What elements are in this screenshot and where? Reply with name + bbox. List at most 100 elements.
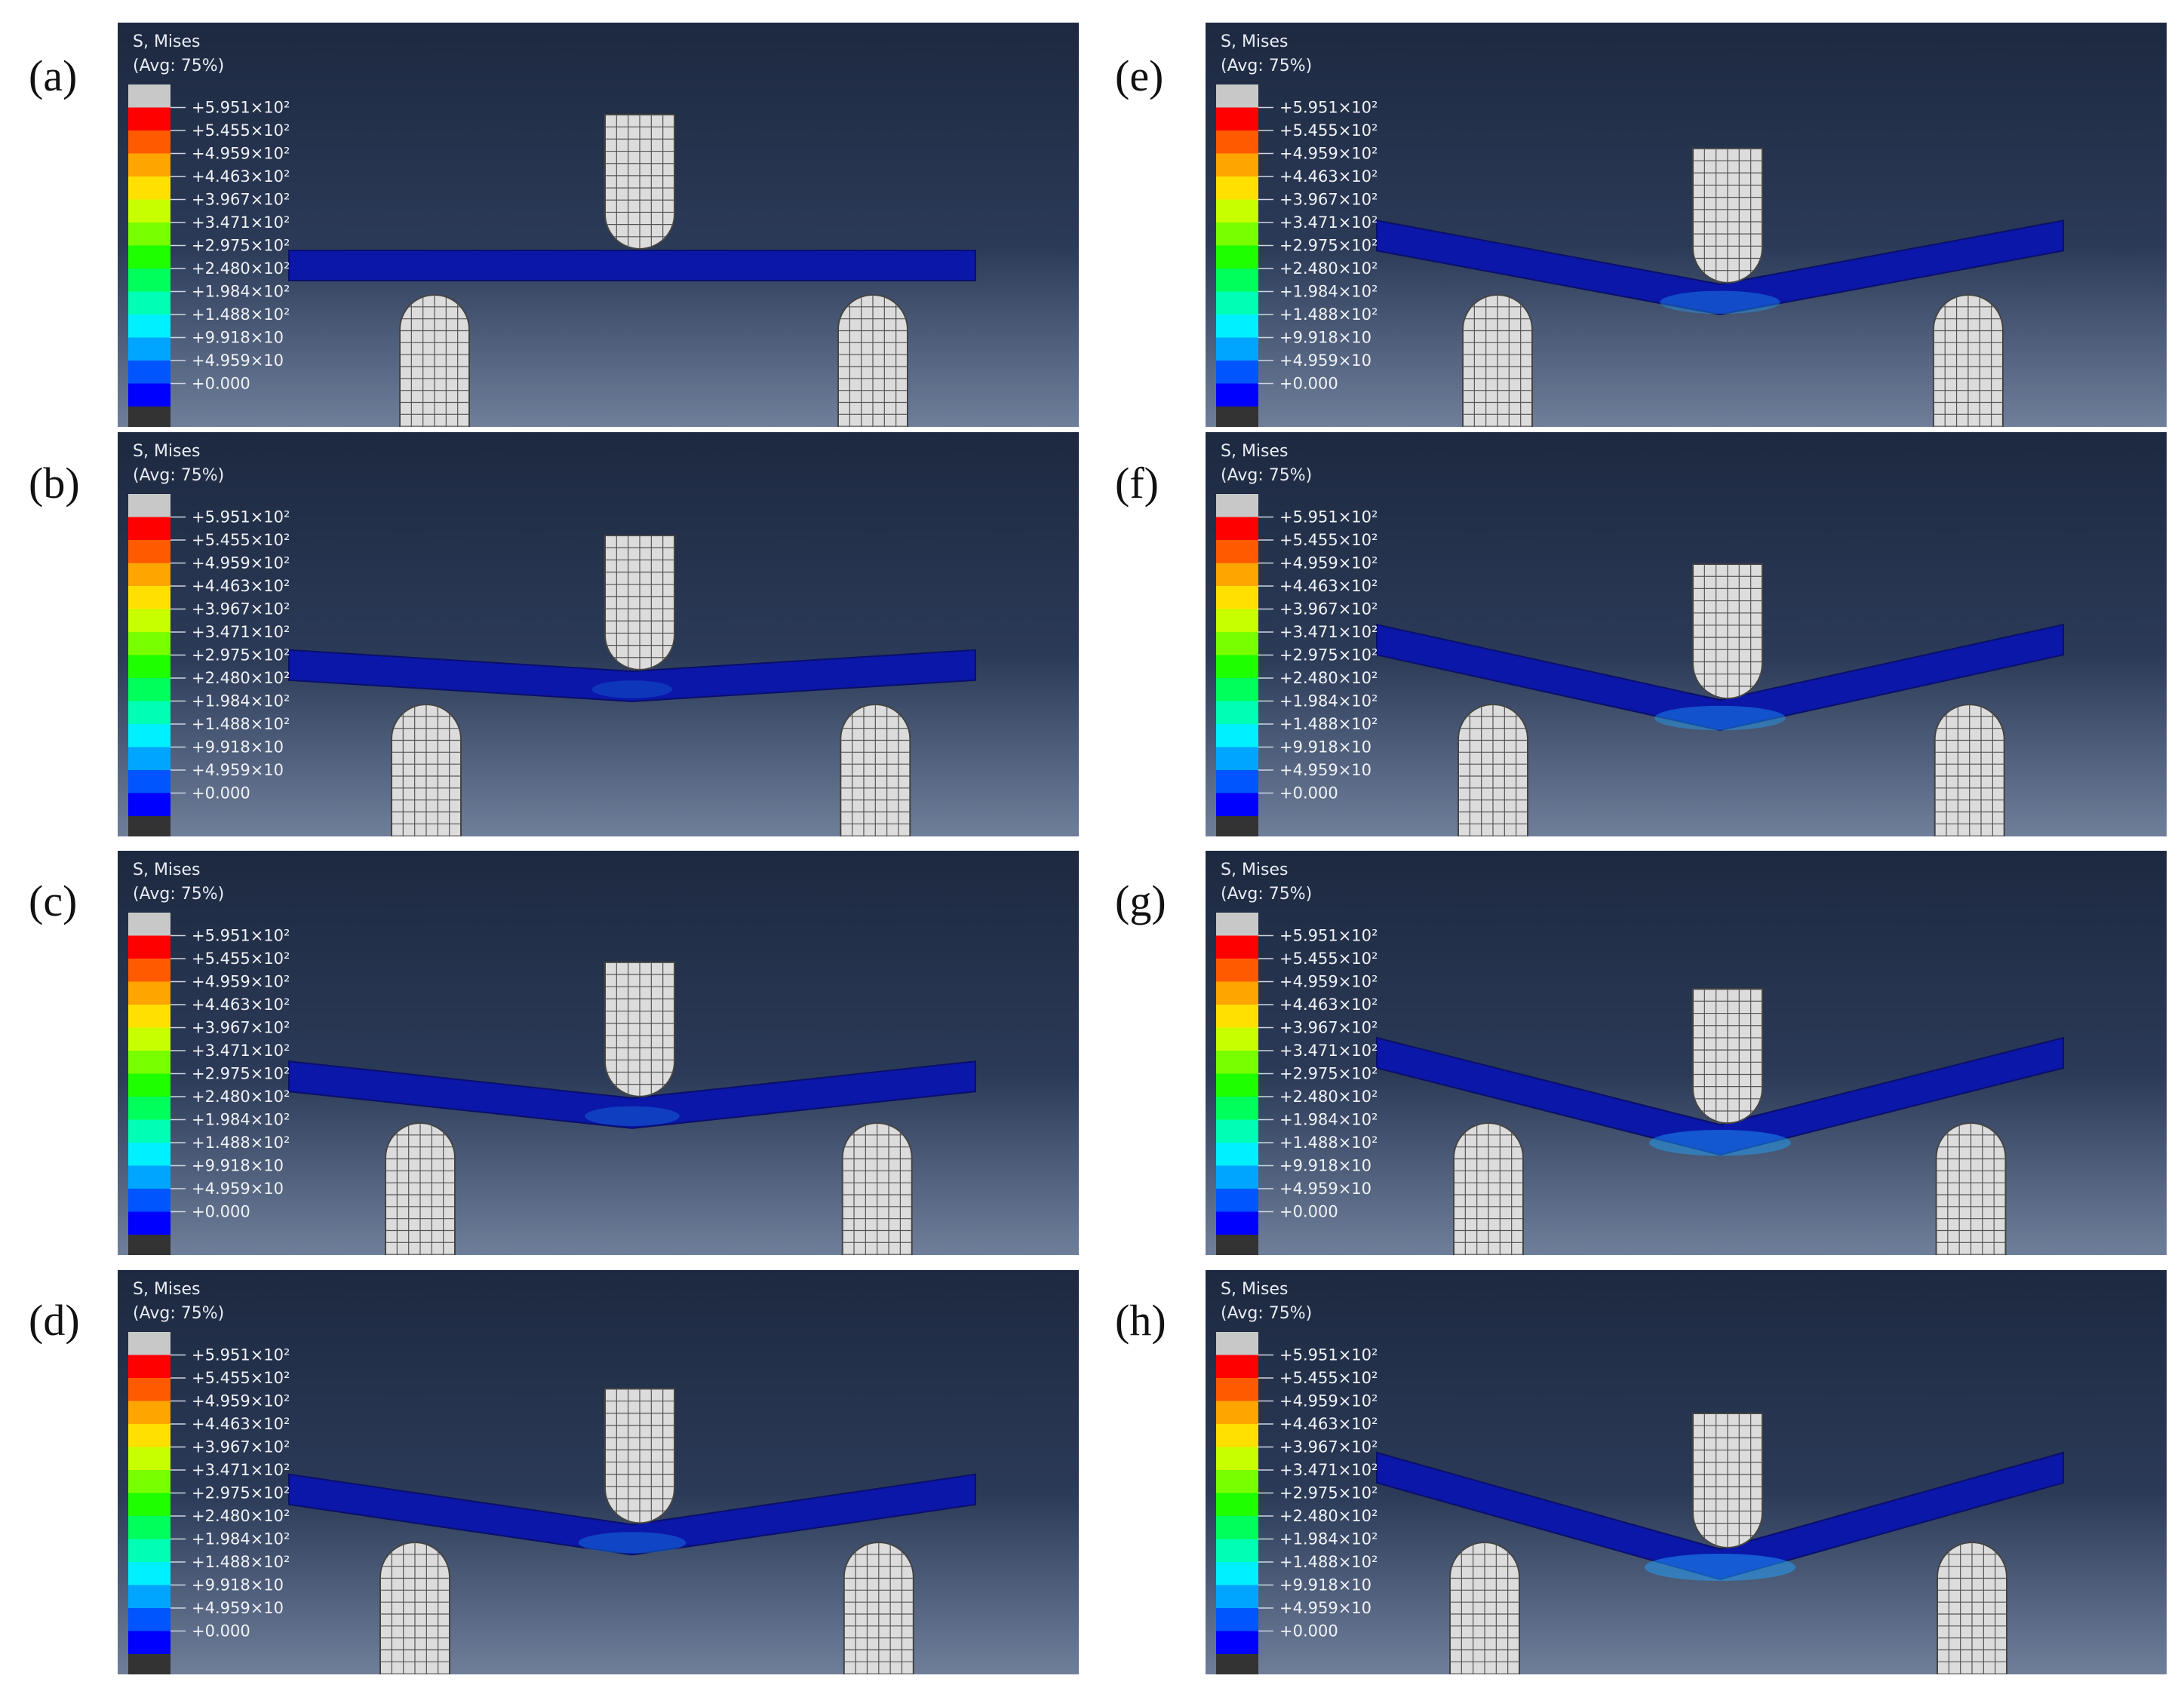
legend-label: +2.975×10² <box>192 646 290 664</box>
fea-viewport-e: +5.951×10² +5.455×10² +4.959×10² +4.463×10²… <box>1206 23 2167 427</box>
panel-letter-h: (h) <box>1115 1296 1166 1345</box>
legend-label: +4.959×10 <box>192 351 284 370</box>
panel-letter-f: (f) <box>1115 459 1159 508</box>
upper-punch <box>1692 988 1763 1125</box>
legend-swatch <box>128 517 170 540</box>
legend-swatch <box>128 655 170 678</box>
legend-title-line2: (Avg: 75%) <box>133 885 225 904</box>
beam-specimen <box>1376 1036 2064 1156</box>
legend-label: +4.959×10² <box>1279 973 1378 991</box>
legend-swatch <box>128 724 170 747</box>
viewport-background <box>118 23 1079 427</box>
legend-swatch <box>128 361 170 384</box>
legend-swatch <box>128 1654 170 1674</box>
legend-swatch <box>128 1119 170 1143</box>
legend-title-line1: S, Mises <box>1221 1280 1289 1299</box>
stress-concentration <box>1645 1554 1795 1581</box>
legend-swatch <box>1216 747 1258 770</box>
legend-label: +4.959×10 <box>192 1180 284 1198</box>
legend-label: +5.455×10² <box>192 121 290 140</box>
stress-legend: +5.951×10² +5.455×10² +4.959×10² +4.463×10²… <box>1216 913 1378 1255</box>
legend-swatch <box>128 153 170 176</box>
legend-swatch <box>1216 1470 1258 1493</box>
legend-label: +4.959×10 <box>1279 761 1372 779</box>
legend-label: +9.918×10 <box>192 329 284 347</box>
legend-label: +4.959×10 <box>1279 1180 1372 1198</box>
simulation-panel-b: +5.951×10² +5.455×10² +4.959×10² +4.463×10²… <box>118 432 1079 836</box>
legend-label: +9.918×10 <box>192 1157 284 1175</box>
legend-title-line2: (Avg: 75%) <box>133 466 225 485</box>
legend-swatch <box>1216 1585 1258 1608</box>
legend-swatch <box>1216 935 1258 959</box>
legend-swatch <box>128 935 170 959</box>
viewport-background <box>1206 432 2167 836</box>
legend-swatch <box>128 1493 170 1516</box>
legend-swatch <box>1216 407 1258 427</box>
legend-swatch <box>1216 609 1258 632</box>
legend-label: +3.967×10² <box>192 1019 290 1037</box>
legend-label: +1.984×10² <box>192 1111 290 1129</box>
legend-swatch <box>1216 586 1258 609</box>
legend-swatch <box>128 1447 170 1470</box>
legend-label: +5.951×10² <box>192 927 290 945</box>
legend-swatch <box>1216 1608 1258 1631</box>
legend-swatch <box>128 494 170 517</box>
legend-label: +2.480×10² <box>1279 259 1378 278</box>
legend-label: +5.951×10² <box>1279 99 1378 117</box>
legend-label: +2.975×10² <box>192 1484 290 1502</box>
legend-label: +3.967×10² <box>1279 1019 1378 1037</box>
legend-swatch <box>1216 1332 1258 1355</box>
beam-specimen <box>1376 623 2064 732</box>
legend-swatch <box>128 1562 170 1585</box>
legend-label: +1.984×10² <box>1279 1111 1378 1129</box>
legend-swatch <box>128 222 170 246</box>
legend-swatch <box>1216 770 1258 793</box>
legend-label: +9.918×10 <box>1279 738 1372 756</box>
fea-viewport-f: +5.951×10² +5.455×10² +4.959×10² +4.463×10²… <box>1206 432 2167 836</box>
legend-label: +2.975×10² <box>1279 646 1378 664</box>
legend-swatch <box>1216 913 1258 936</box>
legend-label: +2.480×10² <box>1279 1088 1378 1106</box>
stress-concentration <box>585 1106 680 1126</box>
legend-title-line2: (Avg: 75%) <box>1221 57 1313 75</box>
legend-title: S, Mises (Avg: 75%) <box>133 858 224 907</box>
legend-label: +4.463×10² <box>1279 1415 1378 1433</box>
legend-title-line2: (Avg: 75%) <box>1221 1304 1313 1323</box>
legend-swatch <box>1216 1027 1258 1051</box>
legend-label: +5.951×10² <box>1279 927 1378 945</box>
legend-label: +0.000 <box>1279 375 1338 393</box>
legend-swatch <box>128 678 170 701</box>
legend-title-line1: S, Mises <box>133 32 201 51</box>
legend-swatch <box>128 245 170 269</box>
legend-label: +0.000 <box>1279 1203 1338 1221</box>
stress-concentration <box>1660 290 1780 315</box>
legend-swatch <box>1216 724 1258 747</box>
legend-swatch <box>128 770 170 793</box>
legend-swatch <box>128 407 170 427</box>
legend-swatch <box>1216 315 1258 338</box>
legend-label: +3.471×10² <box>1279 1042 1378 1060</box>
legend-label: +4.959×10² <box>192 145 290 163</box>
legend-swatch <box>1216 1355 1258 1378</box>
legend-swatch <box>1216 540 1258 563</box>
legend-swatch <box>128 84 170 108</box>
right-support <box>843 1542 914 1674</box>
legend-label: +4.959×10² <box>1279 145 1378 163</box>
stress-legend: +5.951×10² +5.455×10² +4.959×10² +4.463×10²… <box>1216 84 1378 427</box>
legend-label: +3.471×10² <box>192 1042 290 1060</box>
legend-swatch <box>1216 517 1258 540</box>
legend-swatch <box>128 1470 170 1493</box>
legend-swatch <box>128 1539 170 1562</box>
panel-letter-c: (c) <box>29 876 78 925</box>
viewport-background <box>118 432 1079 836</box>
legend-swatch <box>1216 1562 1258 1585</box>
legend-label: +3.471×10² <box>192 1461 290 1479</box>
legend-swatch <box>128 1332 170 1355</box>
legend-label: +1.984×10² <box>1279 692 1378 710</box>
legend-swatch <box>1216 383 1258 407</box>
left-support <box>385 1122 456 1255</box>
left-support <box>1453 1122 1524 1255</box>
legend-label: +1.488×10² <box>1279 715 1378 733</box>
legend-label: +5.455×10² <box>1279 1369 1378 1387</box>
panel-letter-b: (b) <box>29 459 80 508</box>
